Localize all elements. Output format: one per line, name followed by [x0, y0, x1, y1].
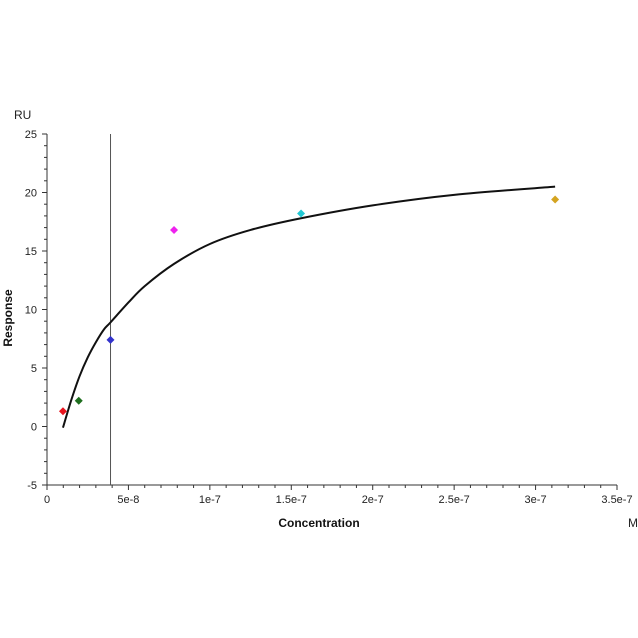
x-tick-label: 1e-7	[199, 494, 221, 506]
x-tick-label: 2e-7	[362, 494, 384, 506]
y-tick-label: 5	[31, 363, 37, 375]
y-tick-label: -5	[27, 480, 37, 492]
x-tick-label: 3.5e-7	[601, 494, 632, 506]
fit-curve	[62, 185, 556, 428]
axes	[46, 134, 617, 486]
data-point	[74, 396, 83, 405]
y-tick-label: 15	[25, 246, 37, 258]
x-tick-label: 1.5e-7	[276, 494, 307, 506]
x-tick-label: 3e-7	[525, 494, 547, 506]
y-tick-label: 10	[25, 305, 37, 317]
data-point	[551, 195, 560, 204]
y-tick-label: 20	[25, 188, 37, 200]
x-unit-label: M	[628, 516, 638, 530]
y-unit-label: RU	[14, 108, 31, 122]
y-ticks: -5 0 5 10 15 20 25	[25, 129, 47, 492]
x-tick-label: 2.5e-7	[439, 494, 470, 506]
data-point	[58, 407, 67, 416]
data-point	[297, 209, 306, 218]
x-tick-label: 0	[44, 494, 50, 506]
y-tick-label: 0	[31, 422, 37, 434]
x-axis-title: Concentration	[278, 516, 359, 530]
data-point	[170, 225, 179, 234]
x-ticks: 0 5e-8 1e-7 1.5e-7 2e-7 2.5e-7 3e-7 3.5e-7	[44, 485, 633, 506]
x-tick-label: 5e-8	[117, 494, 139, 506]
y-axis-title: Response	[1, 289, 15, 347]
data-points	[58, 195, 560, 416]
data-point	[106, 335, 115, 344]
y-tick-label: 25	[25, 129, 37, 141]
